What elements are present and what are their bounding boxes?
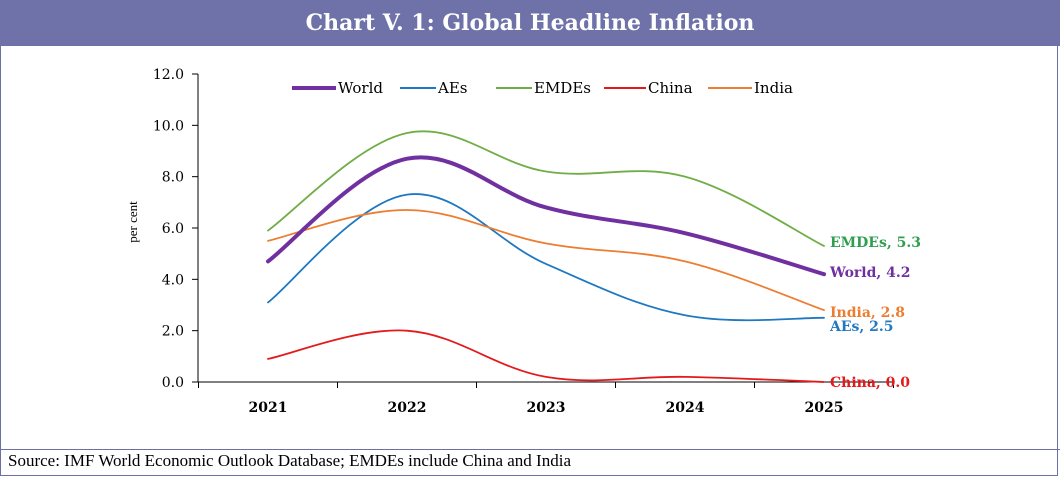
x-tick-label: 2025: [805, 400, 844, 416]
legend-label-emdes: EMDEs: [534, 79, 591, 97]
legend-label-aes: AEs: [437, 79, 467, 97]
end-label-emdes: EMDEs, 5.3: [830, 235, 921, 251]
y-tick-label: 10.0: [153, 118, 184, 134]
end-label-india: India, 2.8: [830, 305, 905, 321]
y-tick-label: 2.0: [162, 324, 184, 340]
line-chart: 0.0 2.0 4.0 6.0 8.0 10.0 12.0 2021 2022 2023 2024 2…: [125, 67, 921, 416]
end-label-aes: AEs, 2.5: [829, 319, 894, 335]
series-line-india: [267, 209, 825, 312]
legend-label-china: China: [648, 79, 693, 97]
chart-title: Chart V. 1: Global Headline Inflation: [305, 10, 755, 36]
x-tick-label: 2024: [666, 400, 705, 416]
source-note: Source: IMF World Economic Outlook Datab…: [8, 451, 571, 470]
y-tick-label: 4.0: [162, 272, 184, 288]
y-tick-label: 6.0: [162, 221, 184, 237]
series-line-aes: [267, 193, 825, 322]
x-tick-label: 2021: [249, 400, 288, 416]
y-tick-label: 12.0: [153, 67, 184, 83]
end-label-china: China, 0.0: [830, 375, 910, 391]
y-axis-label: per cent: [125, 201, 140, 243]
legend-label-world: World: [338, 79, 383, 97]
end-label-world: World, 4.2: [829, 265, 911, 281]
x-tick-label: 2022: [388, 400, 427, 416]
source-divider: [0, 449, 1060, 450]
chart-title-bar: Chart V. 1: Global Headline Inflation: [0, 0, 1060, 46]
x-tick-label: 2023: [527, 400, 566, 416]
y-tick-label: 0.0: [162, 375, 184, 391]
series-line-emdes: [267, 130, 825, 247]
y-tick-label: 8.0: [162, 170, 184, 186]
series-line-world: [266, 155, 826, 277]
series-line-china: [267, 329, 825, 383]
legend-label-india: India: [754, 79, 793, 97]
